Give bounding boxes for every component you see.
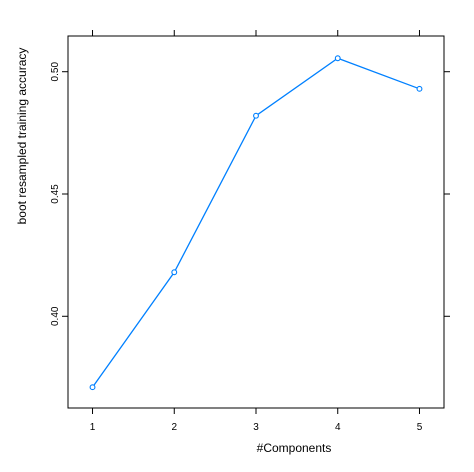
x-tick-label: 2 <box>171 422 177 433</box>
data-points <box>89 55 423 391</box>
data-point <box>334 55 341 62</box>
x-tick-label: 3 <box>253 422 259 433</box>
tick-marks <box>62 30 450 414</box>
y-tick-label: 0.50 <box>50 62 61 82</box>
series-line <box>91 57 420 388</box>
x-tick-label: 5 <box>417 422 423 433</box>
x-axis-title: #Components <box>257 441 332 455</box>
x-tick-label: 1 <box>90 422 96 433</box>
plot-frame <box>67 35 445 409</box>
data-point <box>416 85 423 92</box>
y-tick-label: 0.45 <box>50 184 61 204</box>
tick-labels: 1 2 3 4 5 0.40 0.45 0.50 <box>50 62 423 433</box>
data-point <box>171 269 178 276</box>
x-tick-label: 4 <box>335 422 341 433</box>
y-tick-label: 0.40 <box>50 306 61 326</box>
y-axis-title: boot resampled training accuracy <box>15 48 29 225</box>
data-point <box>89 384 96 391</box>
data-point <box>253 112 259 119</box>
